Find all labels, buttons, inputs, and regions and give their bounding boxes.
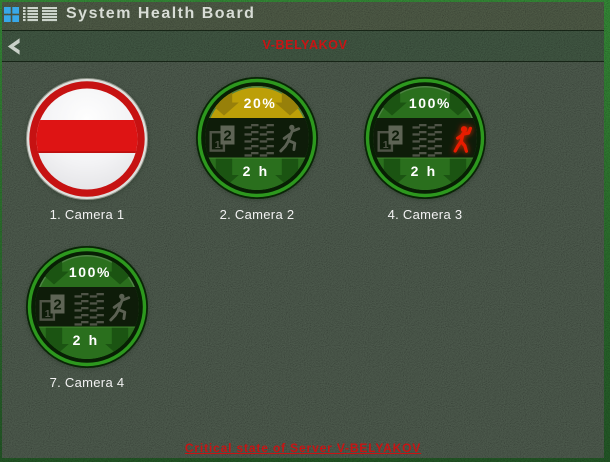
svg-text:100%: 100%	[409, 95, 451, 111]
svg-text:20%: 20%	[244, 95, 277, 111]
svg-text:2 h: 2 h	[243, 163, 270, 179]
svg-text:2 h: 2 h	[73, 332, 100, 348]
svg-text:2 h: 2 h	[411, 163, 438, 179]
svg-text:100%: 100%	[69, 264, 111, 280]
